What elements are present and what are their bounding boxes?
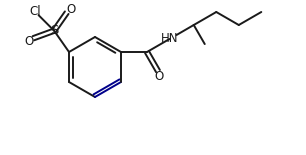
Text: Cl: Cl bbox=[30, 5, 41, 18]
Text: S: S bbox=[50, 24, 58, 37]
Text: HN: HN bbox=[161, 33, 178, 46]
Text: O: O bbox=[25, 35, 34, 48]
Text: O: O bbox=[66, 3, 75, 16]
Text: O: O bbox=[154, 70, 164, 83]
